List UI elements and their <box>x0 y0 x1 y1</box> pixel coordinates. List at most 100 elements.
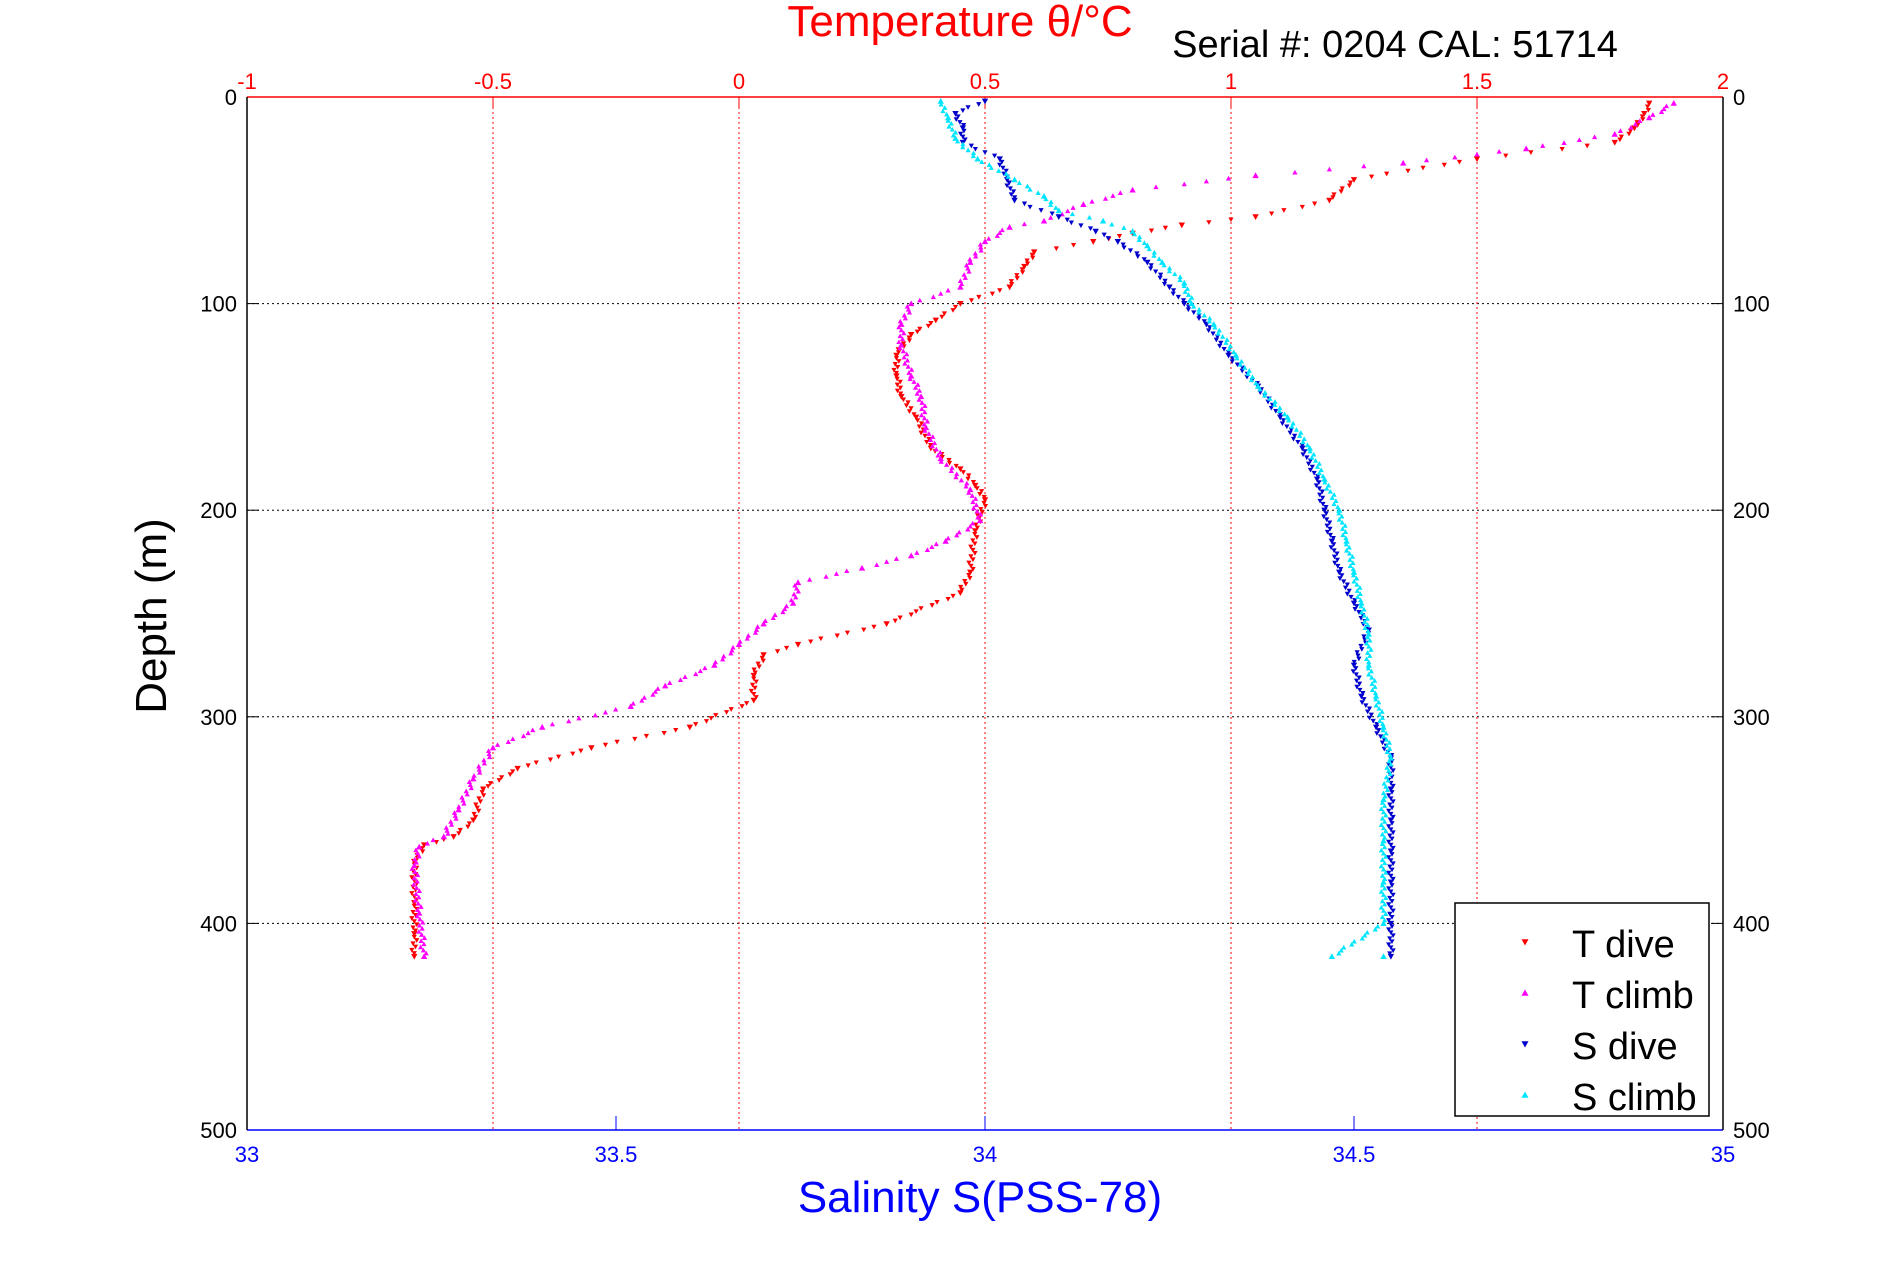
data-point <box>476 808 482 814</box>
data-point <box>917 393 925 400</box>
data-point <box>1326 197 1333 204</box>
data-point <box>1367 637 1373 643</box>
data-point <box>1252 172 1259 179</box>
data-point <box>751 691 757 697</box>
data-point <box>1038 208 1044 213</box>
data-point <box>1388 945 1394 951</box>
data-point <box>1302 449 1308 454</box>
data-point <box>966 573 972 578</box>
data-point <box>1048 199 1054 205</box>
data-point <box>1214 334 1221 340</box>
data-point <box>973 496 979 501</box>
data-point <box>479 786 487 793</box>
data-point <box>1389 914 1395 920</box>
data-point <box>1317 492 1323 498</box>
data-point <box>1253 380 1259 386</box>
data-point <box>1181 301 1188 307</box>
data-point <box>1011 176 1018 183</box>
temperature-tick-label: 0.5 <box>970 69 1001 94</box>
data-point <box>1390 908 1396 914</box>
data-point <box>982 503 989 509</box>
data-point <box>957 278 963 283</box>
data-point <box>937 449 943 455</box>
data-point <box>1319 489 1325 495</box>
data-point <box>901 330 907 336</box>
data-point <box>1003 171 1009 176</box>
data-point <box>539 723 546 730</box>
data-point <box>1242 365 1248 370</box>
data-point <box>1388 761 1394 767</box>
data-point <box>1304 442 1311 448</box>
data-point <box>1210 321 1217 327</box>
data-point <box>1316 480 1322 485</box>
data-point <box>963 483 969 489</box>
data-point <box>409 891 415 896</box>
data-point <box>410 909 416 915</box>
data-point <box>970 557 976 563</box>
data-point <box>1336 510 1342 516</box>
legend-label: T dive <box>1572 924 1675 966</box>
data-point <box>1626 131 1632 137</box>
data-point <box>673 728 679 733</box>
data-point <box>1185 292 1192 297</box>
data-point <box>974 525 980 531</box>
data-point <box>1364 616 1370 621</box>
data-point <box>1272 399 1278 404</box>
data-point <box>916 397 922 402</box>
data-point <box>414 938 420 943</box>
data-point <box>896 324 902 330</box>
data-point <box>1387 936 1393 942</box>
data-point <box>916 388 923 393</box>
data-point <box>1191 310 1197 316</box>
data-point <box>897 379 903 385</box>
data-point <box>1356 610 1362 615</box>
data-point <box>1342 585 1349 591</box>
data-point <box>1170 288 1177 293</box>
data-point <box>946 457 952 463</box>
data-point <box>1327 526 1333 532</box>
data-point <box>1617 128 1624 133</box>
data-point <box>957 120 963 125</box>
data-point <box>1307 458 1314 464</box>
data-point <box>1382 901 1388 907</box>
data-point <box>918 421 925 427</box>
data-point <box>1354 581 1360 587</box>
data-point <box>906 335 912 341</box>
data-point <box>1177 274 1183 280</box>
data-point <box>1423 157 1430 163</box>
data-point <box>973 502 979 508</box>
data-point <box>962 275 968 280</box>
data-point <box>1390 814 1396 820</box>
data-point <box>1175 294 1181 300</box>
data-point <box>1356 681 1363 687</box>
data-point <box>421 935 428 940</box>
data-point <box>1370 718 1376 724</box>
data-point <box>896 359 902 364</box>
depth-tick-label: 100 <box>200 292 237 317</box>
data-point <box>1387 771 1393 777</box>
data-point <box>1055 207 1062 214</box>
data-point <box>533 760 539 766</box>
data-point <box>1252 214 1259 221</box>
data-point <box>1380 733 1387 739</box>
data-point <box>1441 162 1447 168</box>
data-point <box>1225 350 1232 355</box>
data-point <box>1389 852 1395 857</box>
data-point <box>1114 239 1122 245</box>
data-point <box>1389 805 1395 811</box>
data-point <box>481 793 487 798</box>
data-point <box>1244 374 1250 380</box>
data-point <box>913 609 919 615</box>
depth-tick-label-right: 0 <box>1733 85 1745 110</box>
data-point <box>1080 201 1087 207</box>
data-point <box>693 671 699 677</box>
data-point <box>1378 822 1384 827</box>
data-point <box>1353 666 1359 671</box>
data-point <box>1336 516 1342 522</box>
data-point <box>950 593 956 599</box>
depth-tick-label: 300 <box>200 705 237 730</box>
data-point <box>1380 727 1386 733</box>
data-point <box>1189 295 1195 300</box>
depth-tick-label: 500 <box>200 1118 237 1143</box>
data-point <box>935 452 941 458</box>
